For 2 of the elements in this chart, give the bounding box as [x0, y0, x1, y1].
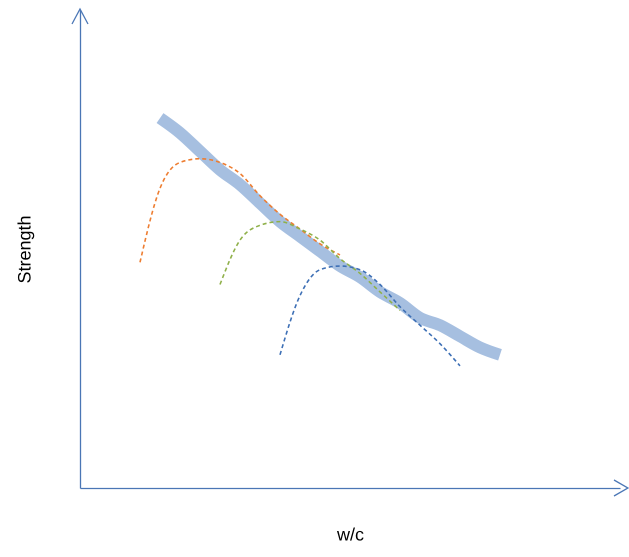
x-axis-title: w/c: [336, 524, 364, 544]
y-axis-title: Strength: [14, 215, 34, 284]
